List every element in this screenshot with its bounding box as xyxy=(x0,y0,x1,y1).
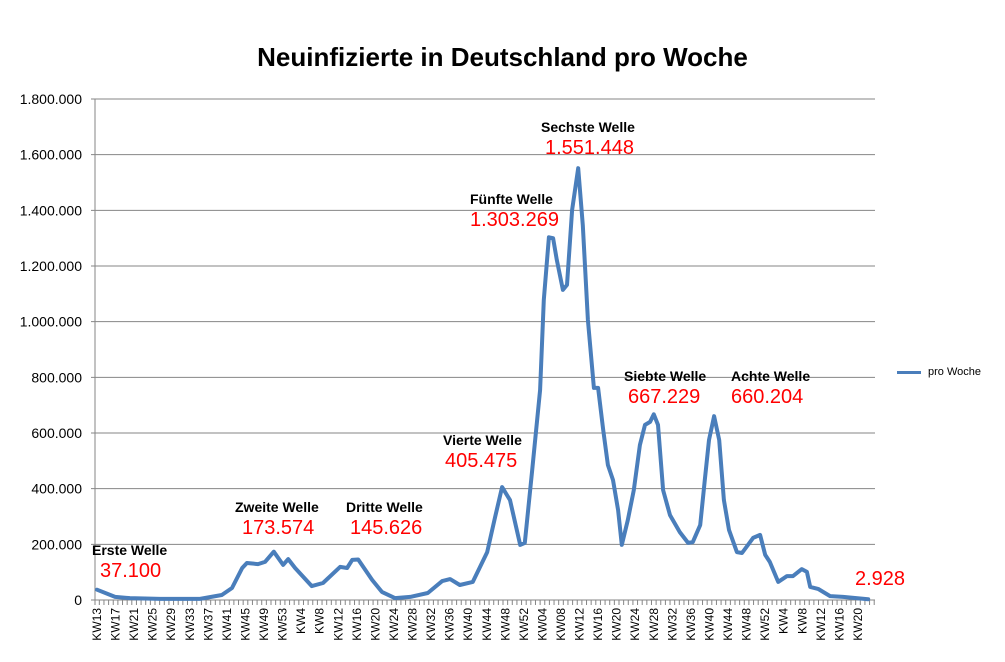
annotation-dritte-welle: Dritte Welle 145.626 xyxy=(346,499,423,540)
x-tick-label: KW48 xyxy=(498,608,512,641)
x-tick-label: KW29 xyxy=(164,608,178,641)
legend-label: pro Woche xyxy=(928,366,981,378)
x-tick-label: KW04 xyxy=(535,608,549,641)
x-tick-label: KW25 xyxy=(146,608,160,641)
x-tick-label: KW32 xyxy=(424,608,438,641)
x-tick-label: KW4 xyxy=(294,608,308,634)
legend: pro Woche xyxy=(897,366,981,378)
annotation-label: Sechste Welle xyxy=(541,119,635,135)
x-tick-label: KW52 xyxy=(758,608,772,641)
x-tick-label: KW45 xyxy=(238,608,252,641)
y-tick-label: 800.000 xyxy=(31,369,82,385)
x-tick-label: KW33 xyxy=(183,608,197,641)
annotation-label: Achte Welle xyxy=(731,368,811,384)
y-tick-label: 1.400.000 xyxy=(20,202,82,218)
x-tick-label: KW40 xyxy=(461,608,475,641)
x-tick-label: KW28 xyxy=(647,608,661,641)
x-tick-label: KW17 xyxy=(109,608,123,641)
x-tick-label: KW24 xyxy=(387,608,401,641)
x-tick-label: KW08 xyxy=(554,608,568,641)
x-tick-label: KW36 xyxy=(684,608,698,641)
annotation-label: Fünfte Welle xyxy=(470,191,553,207)
annotation-erste-welle: Erste Welle 37.100 xyxy=(92,542,167,583)
x-tick-label: KW8 xyxy=(795,608,809,634)
y-tick-label: 200.000 xyxy=(31,536,82,552)
y-tick-label: 600.000 xyxy=(31,425,82,441)
y-tick-label: 1.000.000 xyxy=(20,314,82,330)
x-tick-label: KW12 xyxy=(814,608,828,641)
y-tick-label: 1.800.000 xyxy=(20,91,82,107)
annotation-label: Siebte Welle xyxy=(624,368,707,384)
x-tick-label: KW20 xyxy=(368,608,382,641)
annotation-label: Zweite Welle xyxy=(235,499,319,515)
y-tick-label: 1.200.000 xyxy=(20,258,82,274)
annotation-siebte-welle: Siebte Welle 667.229 xyxy=(624,368,706,409)
x-tick-label: KW40 xyxy=(702,608,716,641)
annotation-sechste-welle: Sechste Welle 1.551.448 xyxy=(541,119,635,160)
x-tick-label: KW16 xyxy=(832,608,846,641)
annotation-label: Vierte Welle xyxy=(443,432,522,448)
x-tick-label: KW41 xyxy=(220,608,234,641)
x-tick-label: KW44 xyxy=(480,608,494,641)
annotation-achte-welle: Achte Welle 660.204 xyxy=(731,368,810,409)
x-tick-label: KW21 xyxy=(127,608,141,641)
x-tick-label: KW44 xyxy=(721,608,735,641)
chart-title: Neuinfizierte in Deutschland pro Woche xyxy=(257,42,748,72)
annotation-fuenfte-welle: Fünfte Welle 1.303.269 xyxy=(470,191,559,232)
x-tick-label: KW37 xyxy=(201,608,215,641)
x-tick-label: KW24 xyxy=(628,608,642,641)
series-line-pro-woche xyxy=(95,166,871,602)
y-tick-label: 400.000 xyxy=(31,481,82,497)
x-tick-label: KW48 xyxy=(740,608,754,641)
annotation-value: 37.100 xyxy=(100,560,162,582)
x-tick-label: KW49 xyxy=(257,608,271,641)
x-tick-label: KW12 xyxy=(573,608,587,641)
x-tick-label: KW32 xyxy=(665,608,679,641)
annotation-last-value: 2.928 xyxy=(855,566,905,591)
x-tick-label: KW20 xyxy=(851,608,865,641)
x-tick-label: KW52 xyxy=(517,608,531,641)
x-tick-label: KW12 xyxy=(331,608,345,641)
annotation-value: 2.928 xyxy=(855,568,906,590)
x-tick-label: KW20 xyxy=(610,608,624,641)
annotation-value: 405.475 xyxy=(445,450,518,472)
x-tick-label: KW16 xyxy=(350,608,364,641)
annotation-value: 667.229 xyxy=(628,386,701,408)
x-tick-label: KW8 xyxy=(313,608,327,634)
y-tick-label: 0 xyxy=(74,592,82,608)
annotation-value: 145.626 xyxy=(350,517,423,539)
annotation-vierte-welle: Vierte Welle 405.475 xyxy=(443,432,522,473)
x-tick-label: KW4 xyxy=(777,608,791,634)
annotation-value: 1.551.448 xyxy=(545,137,634,159)
annotation-label: Dritte Welle xyxy=(346,499,423,515)
annotation-value: 173.574 xyxy=(242,517,315,539)
annotation-value: 660.204 xyxy=(731,386,804,408)
annotation-label: Erste Welle xyxy=(92,542,168,558)
y-tick-label: 1.600.000 xyxy=(20,147,82,163)
x-tick-label: KW53 xyxy=(276,608,290,641)
x-tick-label: KW36 xyxy=(443,608,457,641)
annotation-zweite-welle: Zweite Welle 173.574 xyxy=(235,499,319,540)
x-tick-label: KW13 xyxy=(90,608,104,641)
legend-line-swatch xyxy=(897,370,921,374)
x-tick-label: KW28 xyxy=(406,608,420,641)
annotation-value: 1.303.269 xyxy=(470,209,559,231)
x-tick-label: KW16 xyxy=(591,608,605,641)
